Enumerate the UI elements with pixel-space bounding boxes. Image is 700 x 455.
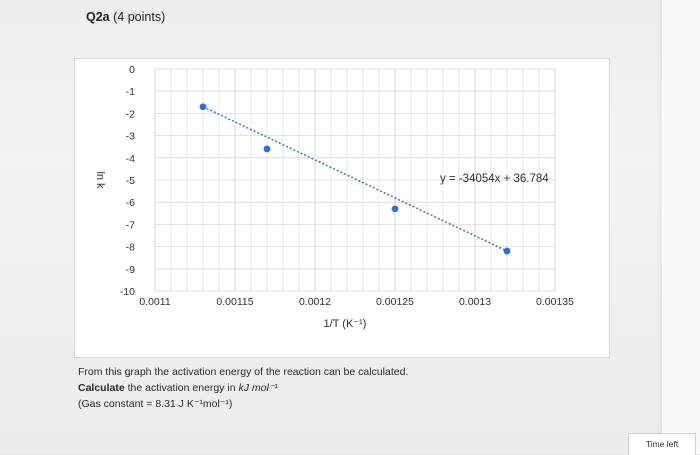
time-left-label: Time left xyxy=(645,439,679,449)
data-point xyxy=(199,103,207,111)
y-tick-label: -3 xyxy=(126,131,135,143)
x-tick-label: 0.00115 xyxy=(216,296,253,308)
x-tick-labels: 0.0011 0.00115 0.0012 0.00125 0.0013 0.00135 xyxy=(139,296,574,308)
x-axis-label: 1/T (K⁻¹) xyxy=(324,318,367,330)
x-tick-label: 0.0013 xyxy=(459,296,491,308)
y-tick-label: -4 xyxy=(126,153,135,165)
y-tick-label: -5 xyxy=(126,175,135,187)
chart-grid xyxy=(154,68,556,292)
data-point xyxy=(263,145,271,153)
trendline xyxy=(202,106,508,252)
trendline-equation: y = -34054x + 36.784 xyxy=(440,173,549,185)
question-line-3: (Gas constant = 8.31 J K⁻¹mol⁻¹) xyxy=(78,398,233,410)
time-left-button[interactable]: Time left xyxy=(628,433,696,455)
question-instruction-rest: the activation energy in xyxy=(124,382,239,394)
data-point xyxy=(391,205,399,213)
data-point xyxy=(503,247,511,255)
x-tick-label: 0.0011 xyxy=(139,296,170,308)
y-tick-label: -8 xyxy=(126,242,135,254)
question-unit: kJ mol⁻¹ xyxy=(238,382,278,394)
question-line-1: From this graph the activation energy of… xyxy=(78,366,409,378)
y-tick-labels: 0 -1 -2 -3 -4 -5 -6 -7 -8 -9 -10 xyxy=(120,64,135,298)
question-text: From this graph the activation energy of… xyxy=(78,364,598,412)
timer-sidebar xyxy=(662,0,700,454)
chart-card: 0 -1 -2 -3 -4 -5 -6 -7 -8 -9 -10 0.0011 0.00115 0.00… xyxy=(74,58,610,358)
x-tick-label: 0.00125 xyxy=(376,296,414,308)
question-points: (4 points) xyxy=(113,10,166,24)
y-tick-label: -2 xyxy=(126,108,135,120)
y-tick-label: -7 xyxy=(126,219,135,231)
y-tick-label: -9 xyxy=(126,264,135,276)
question-number: Q2a xyxy=(86,10,110,24)
x-tick-label: 0.00135 xyxy=(536,296,574,308)
question-instruction-verb: Calculate xyxy=(78,382,125,394)
question-header: Q2a (4 points) xyxy=(86,10,165,24)
y-tick-label: -10 xyxy=(120,286,135,298)
y-tick-label: 0 xyxy=(129,64,135,76)
y-tick-label: -6 xyxy=(126,197,135,209)
y-tick-label: -1 xyxy=(126,86,135,98)
data-points xyxy=(199,103,511,255)
arrhenius-chart: 0-1-2-3-4-5-6-7-8-9-10 0.0011 0.00115 0.00… xyxy=(94,64,574,330)
y-axis-label: ln k xyxy=(94,171,106,189)
x-tick-label: 0.0012 xyxy=(299,296,331,308)
question-line-2: Calculate the activation energy in kJ mo… xyxy=(78,380,598,396)
